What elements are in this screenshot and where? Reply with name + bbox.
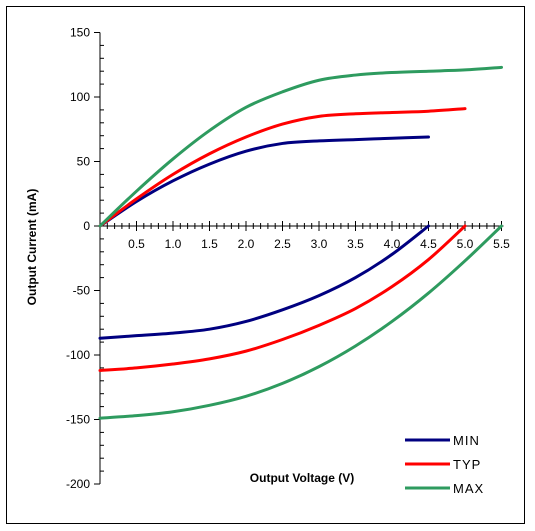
legend-label-typ: TYP — [453, 457, 481, 472]
y-tick-label: 100 — [70, 90, 90, 104]
x-tick-label: 1.5 — [201, 237, 218, 251]
y-tick-label: 0 — [83, 219, 90, 233]
x-tick-label: 2.5 — [274, 237, 291, 251]
x-tick-label: 1.0 — [165, 237, 182, 251]
y-axis-title: Output Current (mA) — [25, 189, 39, 306]
x-tick-label: 5.0 — [457, 237, 474, 251]
x-tick-label: 3.0 — [311, 237, 328, 251]
x-tick-label: 4.5 — [420, 237, 437, 251]
x-tick-label: 5.5 — [493, 237, 510, 251]
y-tick-label: -100 — [66, 348, 90, 362]
series-lines — [98, 65, 503, 420]
x-tick-label: 3.5 — [347, 237, 364, 251]
series-typ-source-line — [98, 107, 467, 228]
legend: MIN TYP MAX — [405, 433, 484, 496]
series-min-sink-line — [98, 224, 430, 340]
y-tick-label: -50 — [73, 284, 91, 298]
axes — [94, 32, 504, 485]
series-min-source-line — [98, 135, 430, 228]
x-axis-title: Output Voltage (V) — [250, 471, 354, 485]
y-tick-label: -150 — [66, 413, 90, 427]
tick-labels: 150 100 50 0 -50 -100 -150 -200 0.5 1.0 1.5 2.0 2.5 3… — [66, 26, 510, 492]
series-max-sink-line — [98, 224, 503, 420]
series-typ-sink-line — [98, 224, 467, 372]
y-tick-label: -200 — [66, 477, 90, 491]
y-tick-label: 50 — [77, 155, 91, 169]
x-tick-label: 0.5 — [128, 237, 145, 251]
legend-label-max: MAX — [453, 481, 484, 496]
legend-label-min: MIN — [453, 433, 480, 448]
output-current-chart: 150 100 50 0 -50 -100 -150 -200 0.5 1.0 1.5 2.0 2.5 3… — [25, 26, 510, 497]
x-tick-label: 2.0 — [238, 237, 255, 251]
y-tick-label: 150 — [70, 26, 90, 40]
chart-frame: 150 100 50 0 -50 -100 -150 -200 0.5 1.0 1.5 2.0 2.5 3… — [6, 6, 525, 524]
x-tick-label: 4.0 — [384, 237, 401, 251]
series-max-source-line — [98, 65, 503, 228]
